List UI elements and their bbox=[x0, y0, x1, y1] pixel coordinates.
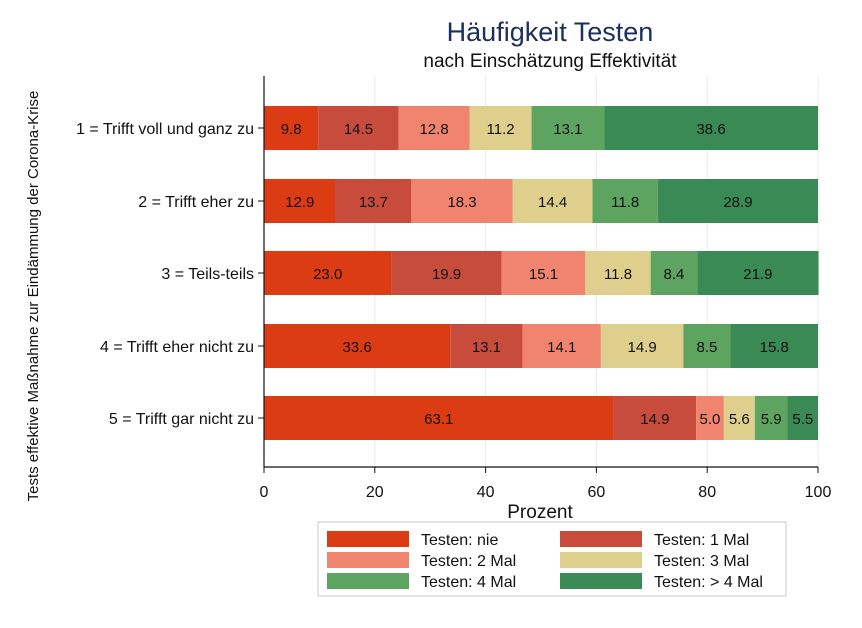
axes: 1 = Trifft voll und ganz zu 2 = Trifft eh… bbox=[76, 76, 831, 501]
bar-segment bbox=[264, 106, 319, 150]
bar-segment bbox=[592, 179, 658, 223]
data-label: 13.1 bbox=[472, 339, 501, 356]
bar-segment bbox=[613, 396, 697, 440]
bar-segment bbox=[723, 396, 755, 440]
data-label: 5.9 bbox=[761, 411, 782, 428]
bar-segment bbox=[657, 179, 818, 223]
bar-segment bbox=[264, 396, 614, 440]
bar-segment bbox=[335, 179, 412, 223]
x-axis-title: Prozent bbox=[507, 502, 573, 523]
bar-segment bbox=[411, 179, 513, 223]
bar-segment bbox=[730, 324, 818, 368]
data-label: 15.1 bbox=[529, 266, 558, 283]
bar-segment bbox=[531, 106, 605, 150]
data-label: 8.4 bbox=[664, 266, 685, 283]
legend-label: Testen: > 4 Mal bbox=[654, 574, 763, 591]
legend-swatch bbox=[560, 552, 642, 568]
data-label: 21.9 bbox=[743, 266, 772, 283]
legend-swatch bbox=[560, 573, 642, 589]
data-label: 11.8 bbox=[611, 194, 639, 211]
data-label: 11.8 bbox=[604, 266, 632, 283]
legend-swatch bbox=[327, 531, 409, 547]
legend-label: Testen: 3 Mal bbox=[654, 553, 749, 570]
category-label: 3 = Teils-teils bbox=[161, 266, 254, 283]
legend-swatch bbox=[560, 531, 642, 547]
data-label: 11.2 bbox=[487, 121, 515, 138]
x-tick-label: 20 bbox=[366, 484, 384, 501]
bar-segment bbox=[318, 106, 399, 150]
bar-segment bbox=[398, 106, 470, 150]
data-label: 14.1 bbox=[547, 339, 576, 356]
bar-segment bbox=[264, 179, 336, 223]
data-label: 18.3 bbox=[447, 194, 476, 211]
bar-segment bbox=[696, 396, 724, 440]
bar-segment bbox=[754, 396, 788, 440]
data-label: 14.4 bbox=[538, 194, 567, 211]
bar-segment bbox=[264, 324, 451, 368]
legend-label: Testen: 1 Mal bbox=[654, 532, 749, 549]
bar-segment bbox=[264, 251, 392, 295]
bar-segment bbox=[650, 251, 698, 295]
data-label: 5.6 bbox=[729, 411, 750, 428]
bar-segment bbox=[585, 251, 651, 295]
legend-label: Testen: 4 Mal bbox=[421, 574, 516, 591]
data-label: 15.8 bbox=[760, 339, 789, 356]
bar-segment bbox=[683, 324, 731, 368]
bar-segment bbox=[604, 106, 818, 150]
legend: Testen: nie Testen: 1 Mal Testen: 2 Mal Tes… bbox=[317, 521, 787, 597]
legend-swatch bbox=[327, 552, 409, 568]
x-tick-label: 60 bbox=[588, 484, 606, 501]
bar-segment bbox=[450, 324, 523, 368]
data-label: 8.5 bbox=[696, 339, 717, 356]
bar-segment bbox=[391, 251, 502, 295]
category-label: 1 = Trifft voll und ganz zu bbox=[76, 121, 254, 138]
data-label: 33.6 bbox=[342, 339, 371, 356]
category-label: 2 = Trifft eher zu bbox=[138, 194, 254, 211]
bars: 9.8 14.5 12.8 11.2 13.1 38.6 12.9 13.7 18.3 14.4 1… bbox=[264, 106, 819, 440]
x-tick-label: 0 bbox=[260, 484, 269, 501]
data-label: 5.0 bbox=[700, 411, 721, 428]
data-label: 13.7 bbox=[359, 194, 388, 211]
bar-segment bbox=[501, 251, 586, 295]
chart-subtitle: nach Einschätzung Effektivität bbox=[423, 51, 677, 72]
chart-title: Häufigkeit Testen bbox=[447, 17, 654, 47]
data-label: 28.9 bbox=[723, 194, 752, 211]
legend-label: Testen: 2 Mal bbox=[421, 553, 516, 570]
data-label: 14.5 bbox=[344, 121, 373, 138]
legend-swatch bbox=[327, 573, 409, 589]
x-tick-label: 80 bbox=[698, 484, 716, 501]
data-label: 13.1 bbox=[553, 121, 582, 138]
data-label: 38.6 bbox=[696, 121, 725, 138]
bar-segment bbox=[697, 251, 819, 295]
x-tick-label: 40 bbox=[477, 484, 495, 501]
data-label: 12.9 bbox=[285, 194, 314, 211]
data-label: 23.0 bbox=[313, 266, 342, 283]
category-label: 4 = Trifft eher nicht zu bbox=[100, 339, 254, 356]
data-label: 19.9 bbox=[432, 266, 461, 283]
data-label: 5.5 bbox=[792, 411, 813, 428]
bar-segment bbox=[469, 106, 532, 150]
bar-segment bbox=[512, 179, 593, 223]
x-tick-label: 100 bbox=[805, 484, 832, 501]
bar-segment bbox=[600, 324, 684, 368]
data-label: 12.8 bbox=[419, 121, 448, 138]
bar-segment bbox=[787, 396, 818, 440]
data-label: 14.9 bbox=[628, 339, 657, 356]
bar-segment bbox=[522, 324, 601, 368]
legend-label: Testen: nie bbox=[421, 532, 498, 549]
data-label: 14.9 bbox=[640, 411, 669, 428]
data-label: 9.8 bbox=[281, 121, 302, 138]
data-label: 63.1 bbox=[424, 411, 453, 428]
category-label: 5 = Trifft gar nicht zu bbox=[109, 411, 254, 428]
y-axis-title: Tests effektive Maßnahme zur Eindämmung … bbox=[25, 91, 42, 502]
